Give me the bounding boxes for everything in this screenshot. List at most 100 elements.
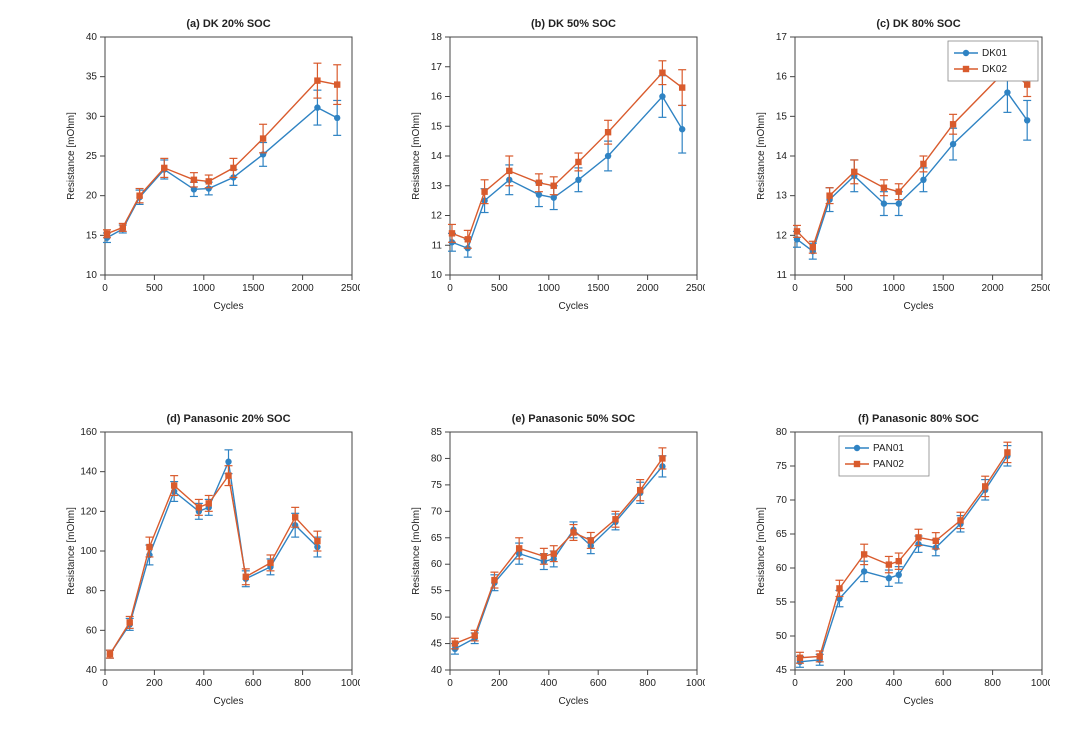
marker-DK02 bbox=[659, 70, 665, 76]
marker-DK01 bbox=[659, 93, 665, 99]
marker-PAN02 bbox=[659, 455, 665, 461]
marker-DK01 bbox=[551, 194, 557, 200]
marker-PAN02 bbox=[797, 655, 803, 661]
marker-PAN01 bbox=[861, 568, 867, 574]
ytick-label: 40 bbox=[86, 665, 98, 676]
series-line-DK02 bbox=[107, 81, 337, 234]
marker-PAN02 bbox=[637, 487, 643, 493]
marker-DK02 bbox=[314, 77, 320, 83]
marker-DK02 bbox=[161, 165, 167, 171]
marker-PAN02 bbox=[612, 516, 618, 522]
marker-DK02 bbox=[896, 189, 902, 195]
xtick-label: 800 bbox=[294, 678, 311, 689]
series-line-DK01 bbox=[797, 93, 1027, 252]
marker-PAN02 bbox=[836, 585, 842, 591]
ytick-label: 60 bbox=[431, 559, 443, 570]
marker-DK02 bbox=[920, 161, 926, 167]
ytick-label: 60 bbox=[776, 563, 788, 574]
xtick-label: 2000 bbox=[291, 283, 314, 294]
marker-DK01 bbox=[1004, 89, 1010, 95]
marker-DK02 bbox=[881, 185, 887, 191]
ytick-label: 60 bbox=[86, 625, 98, 636]
legend-label: DK01 bbox=[982, 48, 1007, 59]
marker-DK02 bbox=[551, 183, 557, 189]
ytick-label: 70 bbox=[776, 495, 788, 506]
marker-PAN01 bbox=[886, 575, 892, 581]
series-line-DK01 bbox=[107, 108, 337, 238]
xtick-label: 2500 bbox=[341, 283, 360, 294]
ytick-label: 55 bbox=[431, 586, 443, 597]
marker-PAN02 bbox=[915, 534, 921, 540]
ytick-label: 140 bbox=[80, 467, 97, 478]
marker-DK01 bbox=[314, 104, 320, 110]
xtick-label: 800 bbox=[984, 678, 1001, 689]
marker-PAN02 bbox=[243, 574, 249, 580]
ytick-label: 55 bbox=[776, 597, 788, 608]
x-axis-label: Cycles bbox=[903, 696, 933, 707]
xtick-label: 800 bbox=[639, 678, 656, 689]
xtick-label: 400 bbox=[885, 678, 902, 689]
panel-title: (b) DK 50% SOC bbox=[531, 18, 616, 30]
marker-DK01 bbox=[920, 177, 926, 183]
marker-PAN02 bbox=[127, 619, 133, 625]
ytick-label: 25 bbox=[86, 151, 98, 162]
ytick-label: 17 bbox=[776, 32, 788, 43]
panel-title: (c) DK 80% SOC bbox=[876, 18, 960, 30]
panel-f: 020040060080010004550556065707580CyclesR… bbox=[750, 410, 1050, 710]
xtick-label: 0 bbox=[447, 678, 453, 689]
xtick-label: 200 bbox=[491, 678, 508, 689]
y-axis-label: Resistance [mOhm] bbox=[411, 112, 422, 200]
marker-PAN02 bbox=[267, 560, 273, 566]
xtick-label: 1000 bbox=[341, 678, 360, 689]
marker-PAN02 bbox=[541, 553, 547, 559]
marker-DK02 bbox=[120, 224, 126, 230]
ytick-label: 160 bbox=[80, 427, 97, 438]
marker-DK02 bbox=[449, 230, 455, 236]
marker-DK02 bbox=[1024, 81, 1030, 87]
xtick-label: 1000 bbox=[538, 283, 561, 294]
series-line-PAN01 bbox=[110, 462, 317, 654]
xtick-label: 1000 bbox=[1031, 678, 1050, 689]
marker-PAN02 bbox=[292, 514, 298, 520]
panel-title: (d) Panasonic 20% SOC bbox=[166, 413, 290, 425]
ytick-label: 12 bbox=[431, 211, 443, 222]
marker-PAN02 bbox=[551, 550, 557, 556]
ytick-label: 16 bbox=[776, 72, 788, 83]
ytick-label: 16 bbox=[431, 92, 443, 103]
marker-PAN02 bbox=[516, 545, 522, 551]
marker-DK01 bbox=[575, 177, 581, 183]
ytick-label: 12 bbox=[776, 230, 788, 241]
ytick-label: 15 bbox=[431, 121, 443, 132]
xtick-label: 600 bbox=[590, 678, 607, 689]
xtick-label: 0 bbox=[102, 283, 108, 294]
marker-PAN02 bbox=[1004, 449, 1010, 455]
xtick-label: 2000 bbox=[636, 283, 659, 294]
xtick-label: 1500 bbox=[932, 283, 955, 294]
ytick-label: 20 bbox=[86, 191, 98, 202]
marker-DK01 bbox=[950, 141, 956, 147]
ytick-label: 40 bbox=[86, 32, 98, 43]
legend-label: PAN01 bbox=[873, 443, 904, 454]
marker-PAN02 bbox=[933, 538, 939, 544]
marker-PAN02 bbox=[472, 632, 478, 638]
marker-PAN02 bbox=[107, 651, 113, 657]
marker-PAN02 bbox=[588, 537, 594, 543]
ytick-label: 75 bbox=[776, 461, 788, 472]
marker-PAN02 bbox=[896, 558, 902, 564]
marker-DK02 bbox=[465, 236, 471, 242]
ytick-label: 75 bbox=[431, 480, 443, 491]
marker-PAN02 bbox=[206, 500, 212, 506]
marker-DK02 bbox=[950, 121, 956, 127]
ytick-label: 120 bbox=[80, 506, 97, 517]
y-axis-label: Resistance [mOhm] bbox=[411, 507, 422, 595]
xtick-label: 1500 bbox=[587, 283, 610, 294]
xtick-label: 500 bbox=[491, 283, 508, 294]
marker-PAN01 bbox=[896, 572, 902, 578]
xtick-label: 0 bbox=[792, 678, 798, 689]
marker-DK02 bbox=[191, 177, 197, 183]
y-axis-label: Resistance [mOhm] bbox=[756, 112, 767, 200]
xtick-label: 1500 bbox=[242, 283, 265, 294]
ytick-label: 100 bbox=[80, 546, 97, 557]
marker-DK02 bbox=[230, 165, 236, 171]
legend-label: DK02 bbox=[982, 64, 1007, 75]
